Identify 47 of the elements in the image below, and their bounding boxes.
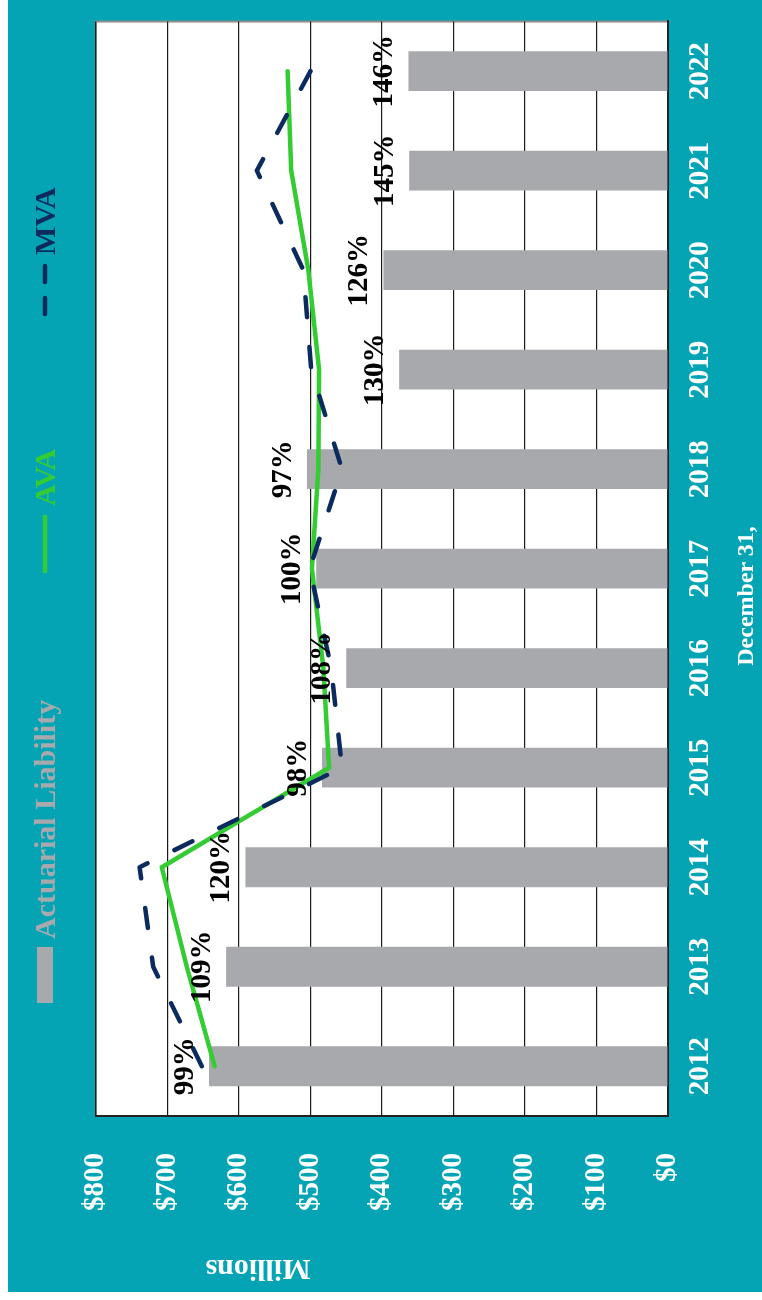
x-tick-label: $200 bbox=[506, 1153, 539, 1211]
bar bbox=[321, 747, 668, 788]
annotation: 145% bbox=[367, 134, 400, 207]
bar bbox=[383, 250, 668, 291]
annotation: 97% bbox=[264, 440, 297, 499]
annotation: 98% bbox=[279, 738, 312, 797]
x-tick-label: $100 bbox=[577, 1153, 610, 1211]
annotation: 99% bbox=[166, 1037, 199, 1096]
bar bbox=[226, 946, 668, 987]
x-tick-label: $800 bbox=[77, 1153, 110, 1211]
x-tick-label: $600 bbox=[220, 1153, 253, 1211]
annotation: 146% bbox=[366, 34, 399, 108]
y-tick-label: 2021 bbox=[682, 141, 715, 200]
y-tick-label: 2020 bbox=[682, 241, 715, 300]
y-tick-label: 2019 bbox=[682, 340, 715, 399]
bar bbox=[208, 1046, 668, 1087]
bar bbox=[306, 449, 668, 490]
annotation: 130% bbox=[357, 333, 390, 406]
y-tick-label: 2012 bbox=[682, 1037, 715, 1096]
bar bbox=[316, 548, 668, 589]
y-tick-label: 2016 bbox=[682, 639, 715, 698]
y-tick-label: 2018 bbox=[682, 440, 715, 499]
text: AVA bbox=[28, 448, 61, 506]
x-axis-title: Millions bbox=[205, 1254, 311, 1287]
y-tick-label: 2022 bbox=[682, 42, 715, 101]
bar bbox=[408, 51, 668, 92]
y-tick-label: 2014 bbox=[682, 838, 715, 897]
bar bbox=[409, 150, 668, 191]
x-tick-label: $300 bbox=[434, 1153, 467, 1211]
bar bbox=[245, 847, 668, 888]
x-tick-label: $500 bbox=[291, 1153, 324, 1211]
y-tick-label: 2013 bbox=[682, 937, 715, 996]
x-tick-label: $0 bbox=[649, 1153, 682, 1182]
y-tick-label: 2015 bbox=[682, 738, 715, 797]
bar bbox=[346, 648, 668, 689]
x-tick-label: $400 bbox=[363, 1153, 396, 1211]
annotation: 120% bbox=[203, 830, 236, 904]
annotation: 126% bbox=[341, 233, 374, 307]
text: MVA bbox=[28, 187, 61, 255]
x-tick-label: $700 bbox=[148, 1153, 181, 1211]
y-axis-title: December 31, bbox=[732, 526, 758, 666]
text: Actuarial Liability bbox=[28, 699, 61, 939]
annotation: 108% bbox=[304, 631, 337, 705]
bar bbox=[399, 349, 668, 390]
y-tick-label: 2017 bbox=[682, 539, 715, 598]
annotation: 109% bbox=[184, 930, 217, 1003]
annotation: 100% bbox=[274, 532, 307, 605]
